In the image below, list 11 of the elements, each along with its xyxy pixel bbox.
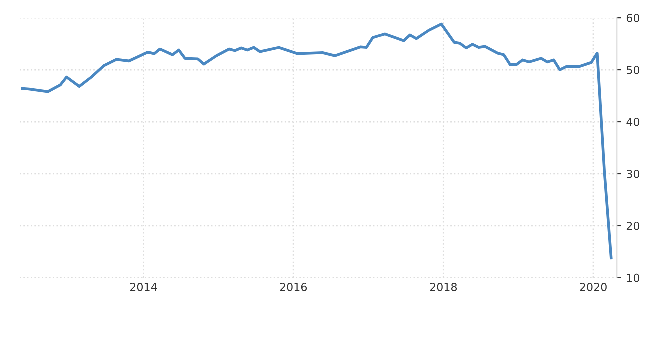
y-tick-label: 60 <box>626 14 640 22</box>
line-series <box>21 22 613 260</box>
y-tick-label: 10 <box>627 274 640 282</box>
x-tick-label: 2014 <box>130 283 158 292</box>
y-tick-label: 20 <box>626 222 640 230</box>
x-tick-label: 2018 <box>430 283 458 292</box>
y-tick-label: 30 <box>626 170 640 178</box>
y-tick-label: 50 <box>627 66 640 74</box>
x-tick-label: 2020 <box>580 283 607 292</box>
y-tick-label: 40 <box>626 118 640 126</box>
x-tick-label: 2016 <box>280 283 308 292</box>
